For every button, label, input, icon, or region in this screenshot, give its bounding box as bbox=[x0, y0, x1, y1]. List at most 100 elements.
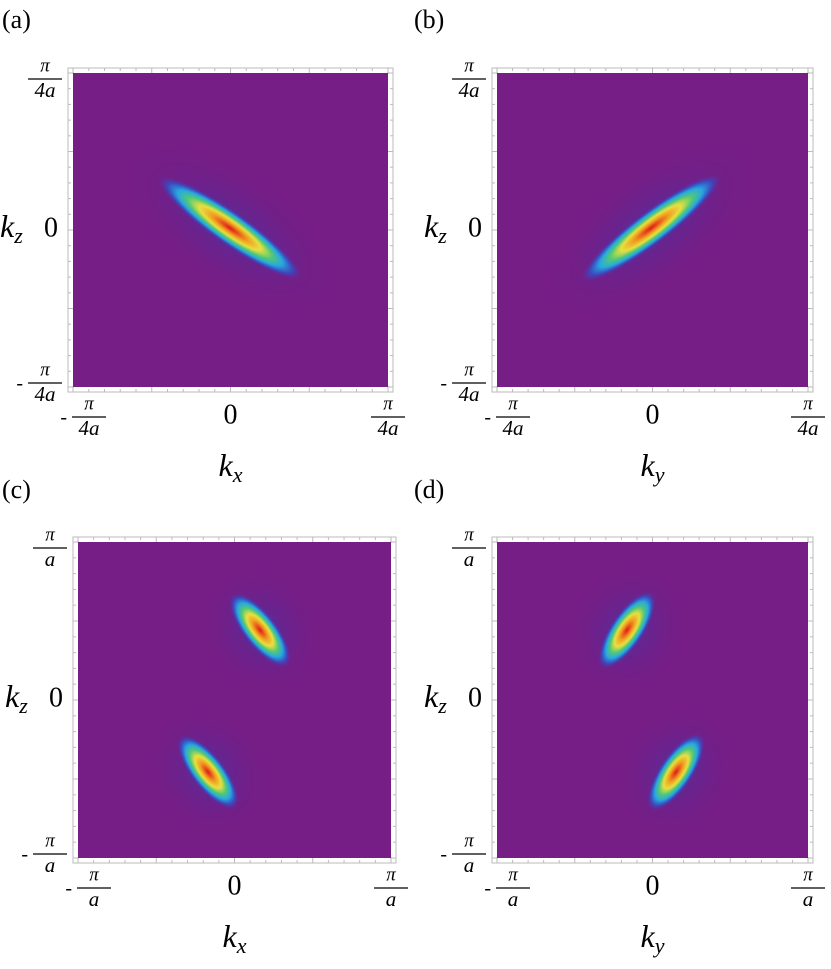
label-base: k bbox=[641, 918, 656, 954]
label-sub: z bbox=[437, 693, 447, 718]
label-base: k bbox=[641, 447, 656, 483]
tick-numerator: π bbox=[84, 393, 94, 414]
tick-denominator: 4a bbox=[459, 78, 480, 102]
density-peak bbox=[176, 734, 240, 810]
tick-label: π4a bbox=[371, 393, 405, 440]
label-sub: x bbox=[236, 933, 247, 958]
tick-numerator: π bbox=[464, 830, 474, 851]
x-axis-label: kx bbox=[219, 447, 243, 487]
density-peak bbox=[157, 175, 303, 281]
tick-denominator: 4a bbox=[35, 382, 56, 406]
tick-label: -π4a bbox=[16, 359, 62, 406]
tick-sign: - bbox=[440, 844, 447, 866]
x-axis-label: ky bbox=[641, 918, 665, 958]
tick-numerator: π bbox=[386, 864, 396, 885]
tick-numerator: π bbox=[89, 864, 99, 885]
tick-sign: - bbox=[484, 878, 491, 900]
tick-label: 0 bbox=[646, 870, 660, 901]
tick-label: π4a bbox=[28, 55, 62, 102]
tick-denominator: 4a bbox=[459, 382, 480, 406]
tick-denominator: a bbox=[89, 887, 100, 911]
tick-numerator: π bbox=[464, 55, 474, 76]
panel-letter: (d) bbox=[414, 475, 444, 504]
tick-numerator: π bbox=[45, 524, 55, 545]
y-axis-label: kz bbox=[424, 208, 447, 248]
label-base: k bbox=[424, 678, 439, 714]
label-sub: x bbox=[232, 462, 243, 487]
tick-numerator: π bbox=[803, 393, 813, 414]
tick-label: 0 bbox=[646, 399, 660, 430]
tick-denominator: a bbox=[508, 887, 519, 911]
tick-sign: - bbox=[440, 373, 447, 395]
density-peak bbox=[228, 592, 292, 668]
tick-label: π4a bbox=[452, 55, 486, 102]
tick-sign: - bbox=[16, 373, 23, 395]
tick-numerator: π bbox=[40, 55, 50, 76]
tick-label: 0 bbox=[468, 682, 482, 713]
tick-sign: - bbox=[484, 407, 491, 429]
tick-label: -πa bbox=[440, 830, 486, 877]
tick-label: πa bbox=[791, 864, 825, 911]
label-sub: z bbox=[18, 693, 28, 718]
tick-label: 0 bbox=[224, 399, 238, 430]
tick-numerator: π bbox=[508, 864, 518, 885]
panel-letter: (b) bbox=[414, 5, 444, 34]
label-base: k bbox=[424, 208, 439, 244]
label-sub: y bbox=[653, 933, 665, 958]
tick-denominator: 4a bbox=[798, 416, 819, 440]
y-axis-label: kz bbox=[0, 208, 23, 248]
label-base: k bbox=[219, 447, 234, 483]
tick-label: -πa bbox=[21, 830, 67, 877]
tick-label: 0 bbox=[468, 212, 482, 243]
label-sub: z bbox=[437, 223, 447, 248]
label-sub: z bbox=[13, 223, 23, 248]
x-axis-label: kx bbox=[223, 918, 247, 958]
tick-denominator: a bbox=[45, 853, 56, 877]
tick-numerator: π bbox=[40, 359, 50, 380]
tick-denominator: 4a bbox=[79, 416, 100, 440]
tick-label: -π4a bbox=[60, 393, 106, 440]
tick-label: -π4a bbox=[484, 393, 530, 440]
tick-numerator: π bbox=[464, 524, 474, 545]
tick-denominator: a bbox=[803, 887, 814, 911]
tick-label: -πa bbox=[65, 864, 111, 911]
label-sub: y bbox=[653, 462, 665, 487]
tick-numerator: π bbox=[508, 393, 518, 414]
tick-label: πa bbox=[33, 524, 67, 571]
tick-label: π4a bbox=[791, 393, 825, 440]
tick-label: -π4a bbox=[440, 359, 486, 406]
tick-denominator: 4a bbox=[35, 78, 56, 102]
tick-denominator: a bbox=[464, 853, 475, 877]
tick-label: 0 bbox=[228, 870, 242, 901]
tick-label: 0 bbox=[49, 682, 63, 713]
density-blobs bbox=[116, 137, 344, 319]
density-blobs bbox=[539, 135, 763, 321]
density-blobs bbox=[144, 564, 324, 838]
label-base: k bbox=[0, 208, 15, 244]
tick-denominator: 4a bbox=[378, 416, 399, 440]
tick-denominator: 4a bbox=[503, 416, 524, 440]
tick-denominator: a bbox=[464, 547, 475, 571]
tick-label: πa bbox=[374, 864, 408, 911]
density-peak bbox=[579, 173, 723, 283]
tick-sign: - bbox=[21, 844, 28, 866]
density-peak bbox=[597, 590, 657, 670]
y-axis-label: kz bbox=[424, 678, 447, 718]
tick-denominator: a bbox=[386, 887, 397, 911]
y-axis-label: kz bbox=[5, 678, 28, 718]
panel-letter: (c) bbox=[2, 475, 31, 504]
tick-sign: - bbox=[60, 407, 67, 429]
tick-denominator: a bbox=[45, 547, 56, 571]
density-blobs bbox=[564, 563, 739, 839]
panel-letter: (a) bbox=[2, 5, 31, 34]
density-peak bbox=[646, 732, 706, 812]
tick-label: 0 bbox=[44, 212, 58, 243]
tick-label: πa bbox=[452, 524, 486, 571]
label-base: k bbox=[223, 918, 238, 954]
tick-sign: - bbox=[65, 878, 72, 900]
tick-numerator: π bbox=[803, 864, 813, 885]
tick-label: -πa bbox=[484, 864, 530, 911]
x-axis-label: ky bbox=[641, 447, 665, 487]
tick-numerator: π bbox=[464, 359, 474, 380]
